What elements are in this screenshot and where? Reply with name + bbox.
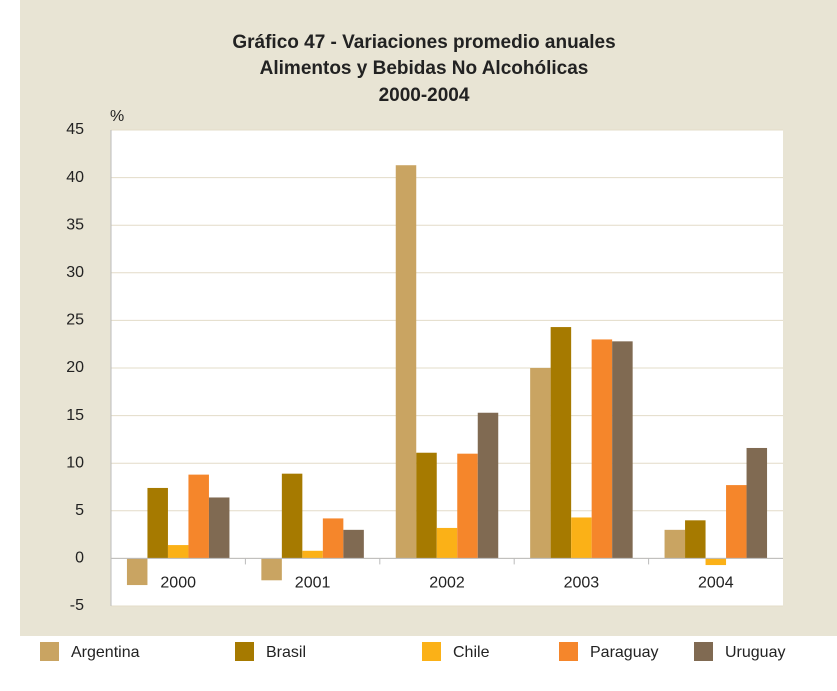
y-tick-label: 35: [66, 216, 84, 233]
bar: [685, 520, 706, 559]
y-tick-label: 5: [75, 502, 84, 519]
bar: [664, 529, 686, 559]
bar: [208, 497, 230, 559]
legend-swatch: [559, 642, 578, 661]
bar: [746, 447, 768, 559]
legend-label: Uruguay: [725, 644, 785, 661]
legend-label: Paraguay: [590, 644, 659, 661]
y-tick-label: 25: [66, 312, 84, 329]
bar: [261, 558, 282, 581]
y-tick-label: 45: [66, 121, 84, 138]
chart-title: 2000-2004: [379, 85, 470, 106]
bar: [591, 339, 613, 559]
x-tick-label: 2003: [564, 575, 600, 592]
bar: [705, 558, 727, 566]
legend-swatch: [235, 642, 254, 661]
y-axis-label: %: [110, 108, 124, 125]
bar: [726, 485, 747, 559]
legend-label: Brasil: [266, 644, 306, 661]
chart-title: Gráfico 47 - Variaciones promedio anuale…: [232, 32, 615, 53]
bar: [550, 327, 572, 559]
bar: [395, 165, 417, 559]
y-tick-label: 0: [75, 550, 84, 567]
bar: [322, 518, 344, 559]
bar: [302, 550, 323, 559]
bar: [477, 412, 499, 559]
y-tick-label: -5: [70, 597, 84, 614]
bar: [126, 558, 148, 586]
bar: [167, 545, 189, 559]
legend-swatch: [422, 642, 441, 661]
y-tick-label: 10: [66, 454, 84, 471]
y-tick-label: 30: [66, 264, 84, 281]
bar: [188, 474, 209, 559]
chart-title: Alimentos y Bebidas No Alcohólicas: [260, 58, 589, 79]
bar: [457, 453, 478, 559]
bar: [343, 529, 364, 559]
bar: [436, 527, 458, 559]
legend-label: Argentina: [71, 644, 140, 661]
y-tick-label: 15: [66, 407, 84, 424]
bar: [147, 487, 168, 559]
y-tick-label: 20: [66, 359, 84, 376]
bar: [281, 473, 303, 559]
y-tick-label: 40: [66, 169, 84, 186]
bar: [530, 368, 551, 559]
bar: [571, 517, 592, 559]
legend-swatch: [694, 642, 713, 661]
x-tick-label: 2001: [295, 575, 331, 592]
bar: [416, 452, 437, 559]
legend-swatch: [40, 642, 59, 661]
x-tick-label: 2000: [160, 575, 196, 592]
x-tick-label: 2002: [429, 575, 465, 592]
x-tick-label: 2004: [698, 575, 734, 592]
legend-label: Chile: [453, 644, 490, 661]
bar: [612, 341, 633, 559]
